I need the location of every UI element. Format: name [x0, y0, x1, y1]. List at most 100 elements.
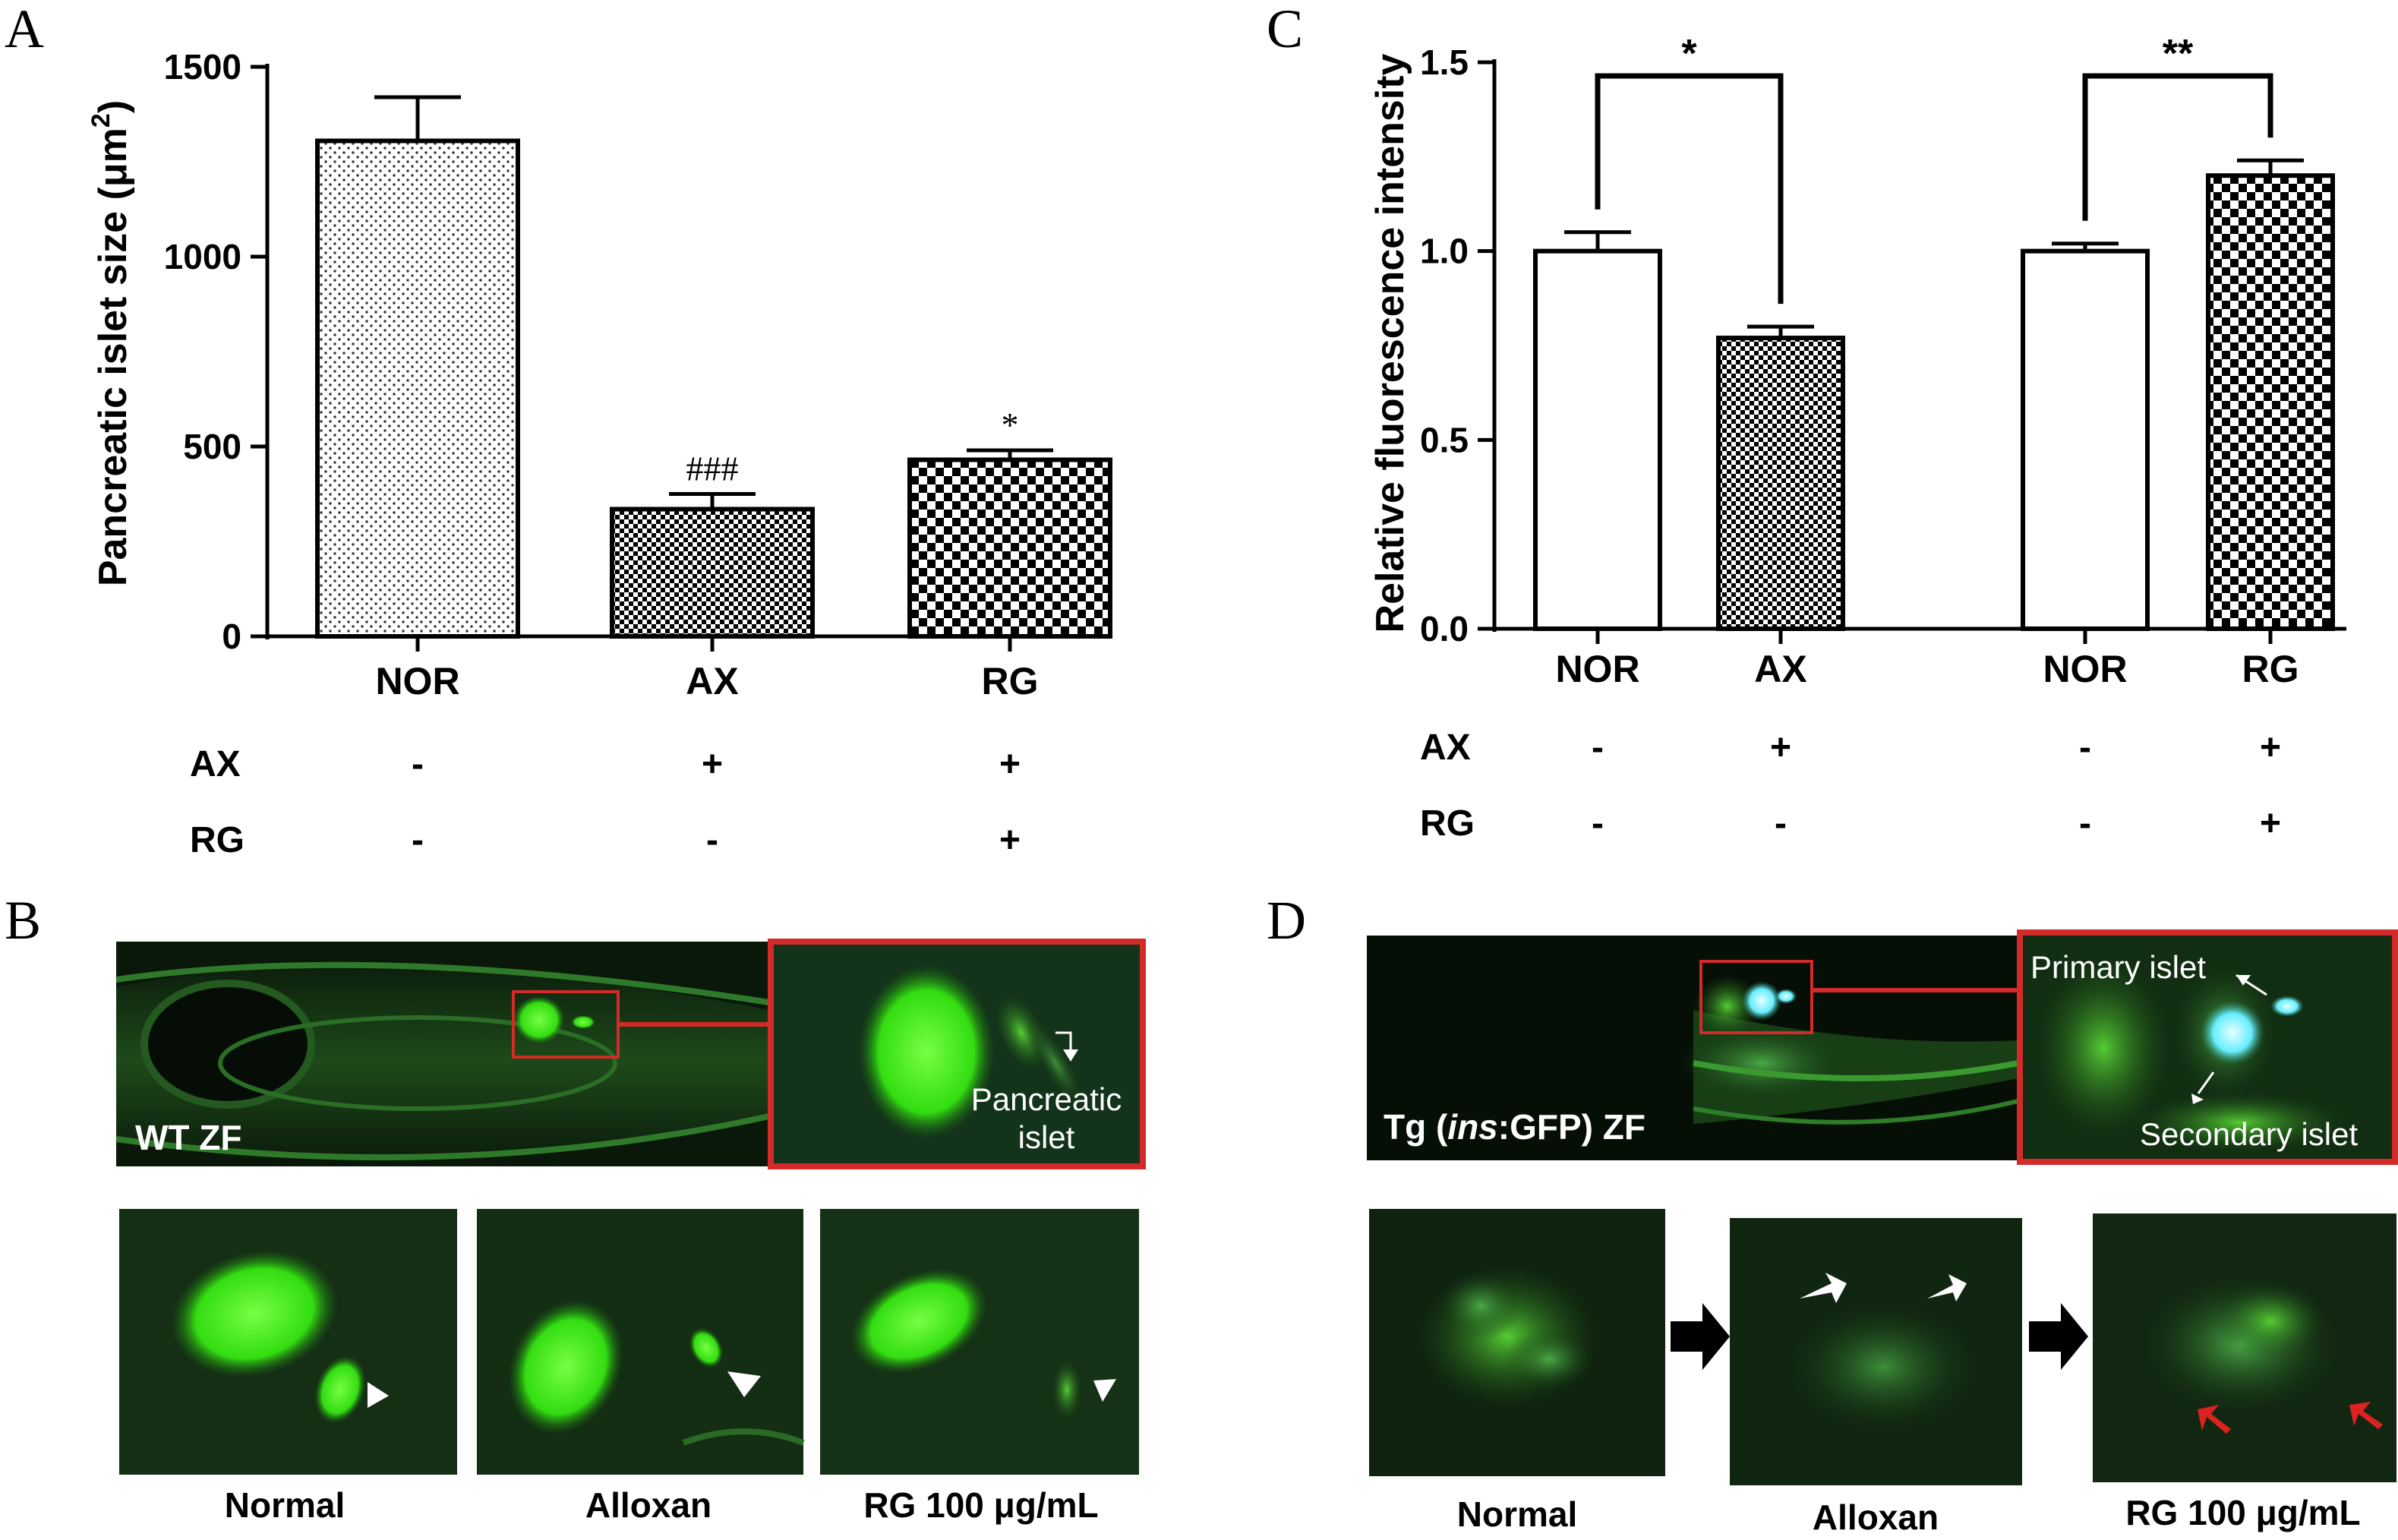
- panel-b-caption-normal: Normal: [225, 1485, 345, 1525]
- panel-c-comparison-bracket: [1595, 73, 1784, 305]
- panel-c-comparison-label: **: [2163, 32, 2194, 76]
- panel-c-y-tick-label: 0.5: [1420, 420, 1469, 459]
- arrowhead-icon: [368, 1382, 389, 1408]
- panel-a-condition-label: RG: [190, 820, 245, 860]
- panel-c-condition-value: -: [1592, 803, 1604, 844]
- panel-d-caption-rg: RG 100 μg/mL: [2125, 1493, 2360, 1532]
- panel-a-bar: [315, 138, 520, 639]
- panel-c-category-label: AX: [1754, 648, 1806, 690]
- panel-a-condition-value: -: [706, 820, 718, 860]
- panel-c-y-tick-label: 1.0: [1420, 232, 1469, 271]
- panel-a-chart: 0 500 1000 1500 NOR ### AX * RG AX - + + RG - - +: [164, 47, 1112, 860]
- panel-c: C Relative fluorescence intensity 0.0 0.5…: [1267, 0, 2346, 844]
- panel-c-comparison-bracket: [2082, 73, 2273, 221]
- panel-d-main-label-prefix: Tg (: [1384, 1107, 1448, 1147]
- panel-a-category-label: NOR: [375, 660, 459, 702]
- panel-a: A Pancreatic islet size (μm2) 0 500 1000 15…: [5, 0, 1112, 860]
- panel-a-condition-label: AX: [190, 744, 241, 784]
- panel-a-letter: A: [5, 0, 44, 59]
- panel-b-inset-arrow-icon: [1055, 1031, 1072, 1049]
- panel-c-bar: [2021, 248, 2150, 631]
- red-arrow-icon: [2198, 1405, 2231, 1434]
- red-arrow-icon: [2349, 1402, 2383, 1429]
- panel-b: B WT ZF Pancreatic islet: [5, 890, 1146, 1525]
- arrowhead-icon: [2236, 975, 2251, 986]
- panel-d-alloxan-photo: [1730, 1218, 2022, 1485]
- panel-a-y-tick-label: 0: [222, 617, 241, 656]
- panel-a-y-tick-label: 1000: [164, 237, 241, 276]
- arrowhead-icon: [2191, 1093, 2204, 1104]
- panel-c-bar: [1716, 336, 1845, 631]
- panel-b-caption-alloxan: Alloxan: [585, 1485, 712, 1525]
- panel-c-y-axis-title: Relative fluorescence intensity: [1368, 53, 1412, 633]
- panel-d-inset-primary-label: Primary islet: [2030, 949, 2206, 985]
- arrowhead-icon: [1063, 1049, 1078, 1062]
- panel-b-main-label: WT ZF: [135, 1118, 242, 1157]
- panel-c-condition-label: RG: [1420, 803, 1475, 844]
- panel-a-significance-label: *: [1002, 406, 1019, 444]
- panel-a-category-label: AX: [686, 660, 738, 702]
- panel-c-condition-value: -: [1592, 727, 1604, 768]
- panel-a-ylabel: Pancreatic islet size (μm: [91, 128, 135, 586]
- panel-d-main-photo: Tg (ins:GFP) ZF: [1367, 936, 2020, 1160]
- panel-a-y-axis-title: Pancreatic islet size (μm2): [87, 100, 135, 586]
- panel-c-y-tick-label: 0.0: [1420, 609, 1469, 649]
- arrow-icon: [1927, 1274, 1967, 1302]
- panel-a-y-tick-label: 1500: [164, 47, 241, 87]
- panel-a-condition-value: +: [702, 744, 723, 784]
- panel-b-alloxan-photo: [477, 1209, 805, 1475]
- panel-c-condition-value: -: [1775, 803, 1787, 844]
- panel-b-inset-label-1: Pancreatic: [971, 1081, 1122, 1117]
- panel-a-ylabel-superscript: 2: [87, 113, 115, 128]
- panel-c-category-label: NOR: [2043, 648, 2127, 690]
- panel-c-bar: [1533, 248, 1662, 631]
- panel-b-inset-label-2: islet: [1018, 1119, 1075, 1155]
- arrow-icon: [1800, 1273, 1847, 1303]
- panel-c-condition-value: -: [2079, 803, 2091, 844]
- panel-d: D Tg (ins:GFP) ZF Prima: [1267, 890, 2398, 1537]
- panel-d-caption-normal: Normal: [1457, 1494, 1577, 1534]
- panel-a-bar: [610, 506, 815, 639]
- panel-d-inset: Primary islet Secondary islet: [2017, 929, 2398, 1165]
- panel-b-main-photo: WT ZF: [115, 942, 770, 1166]
- panel-c-category-label: NOR: [1555, 648, 1639, 690]
- panel-b-normal-photo: [119, 1209, 457, 1475]
- panel-c-condition-value: +: [2260, 727, 2281, 768]
- arrow-right-icon: [2029, 1303, 2088, 1370]
- arrowhead-icon: [1093, 1379, 1116, 1402]
- arrow-right-icon: [1671, 1303, 1730, 1370]
- panel-b-caption-rg: RG 100 μg/mL: [863, 1485, 1098, 1525]
- panel-a-significance-label: ###: [686, 450, 739, 488]
- panel-d-letter: D: [1267, 890, 1306, 951]
- panel-c-condition-label: AX: [1420, 727, 1471, 768]
- panel-c-y-tick-label: 1.5: [1420, 43, 1469, 82]
- panel-a-condition-value: -: [412, 744, 424, 784]
- panel-a-category-label: RG: [982, 660, 1039, 702]
- panel-c-condition-value: -: [2079, 727, 2091, 768]
- panel-b-inset: Pancreatic islet: [768, 939, 1146, 1169]
- panel-c-condition-value: +: [1770, 727, 1791, 768]
- panel-a-condition-value: -: [412, 820, 424, 860]
- panel-c-comparison-label: *: [1681, 32, 1697, 76]
- panel-d-main-label-suffix: :GFP) ZF: [1498, 1107, 1645, 1147]
- panel-d-inset-secondary-label: Secondary islet: [2140, 1116, 2358, 1152]
- panel-b-rg-photo: [820, 1209, 1139, 1475]
- panel-c-condition-value: +: [2260, 803, 2281, 844]
- panel-b-letter: B: [5, 890, 41, 951]
- panel-c-bar: [2206, 173, 2335, 631]
- panel-d-normal-photo: [1369, 1209, 1665, 1476]
- panel-a-condition-value: +: [999, 820, 1021, 860]
- panel-d-main-label-italic: ins: [1447, 1107, 1497, 1147]
- arrowhead-icon: [727, 1371, 761, 1397]
- panel-c-category-label: RG: [2242, 648, 2299, 690]
- arrow-line-icon: [2197, 1071, 2215, 1094]
- panel-a-condition-value: +: [999, 744, 1021, 784]
- panel-d-caption-alloxan: Alloxan: [1813, 1497, 1939, 1537]
- panel-c-letter: C: [1267, 0, 1303, 59]
- panel-a-ylabel-end: ): [91, 100, 135, 113]
- panel-a-y-tick-label: 500: [183, 427, 241, 466]
- panel-a-bar: [907, 457, 1112, 639]
- panel-d-rg-photo: [2093, 1213, 2396, 1482]
- panel-d-main-label: Tg (ins:GFP) ZF: [1384, 1107, 1645, 1147]
